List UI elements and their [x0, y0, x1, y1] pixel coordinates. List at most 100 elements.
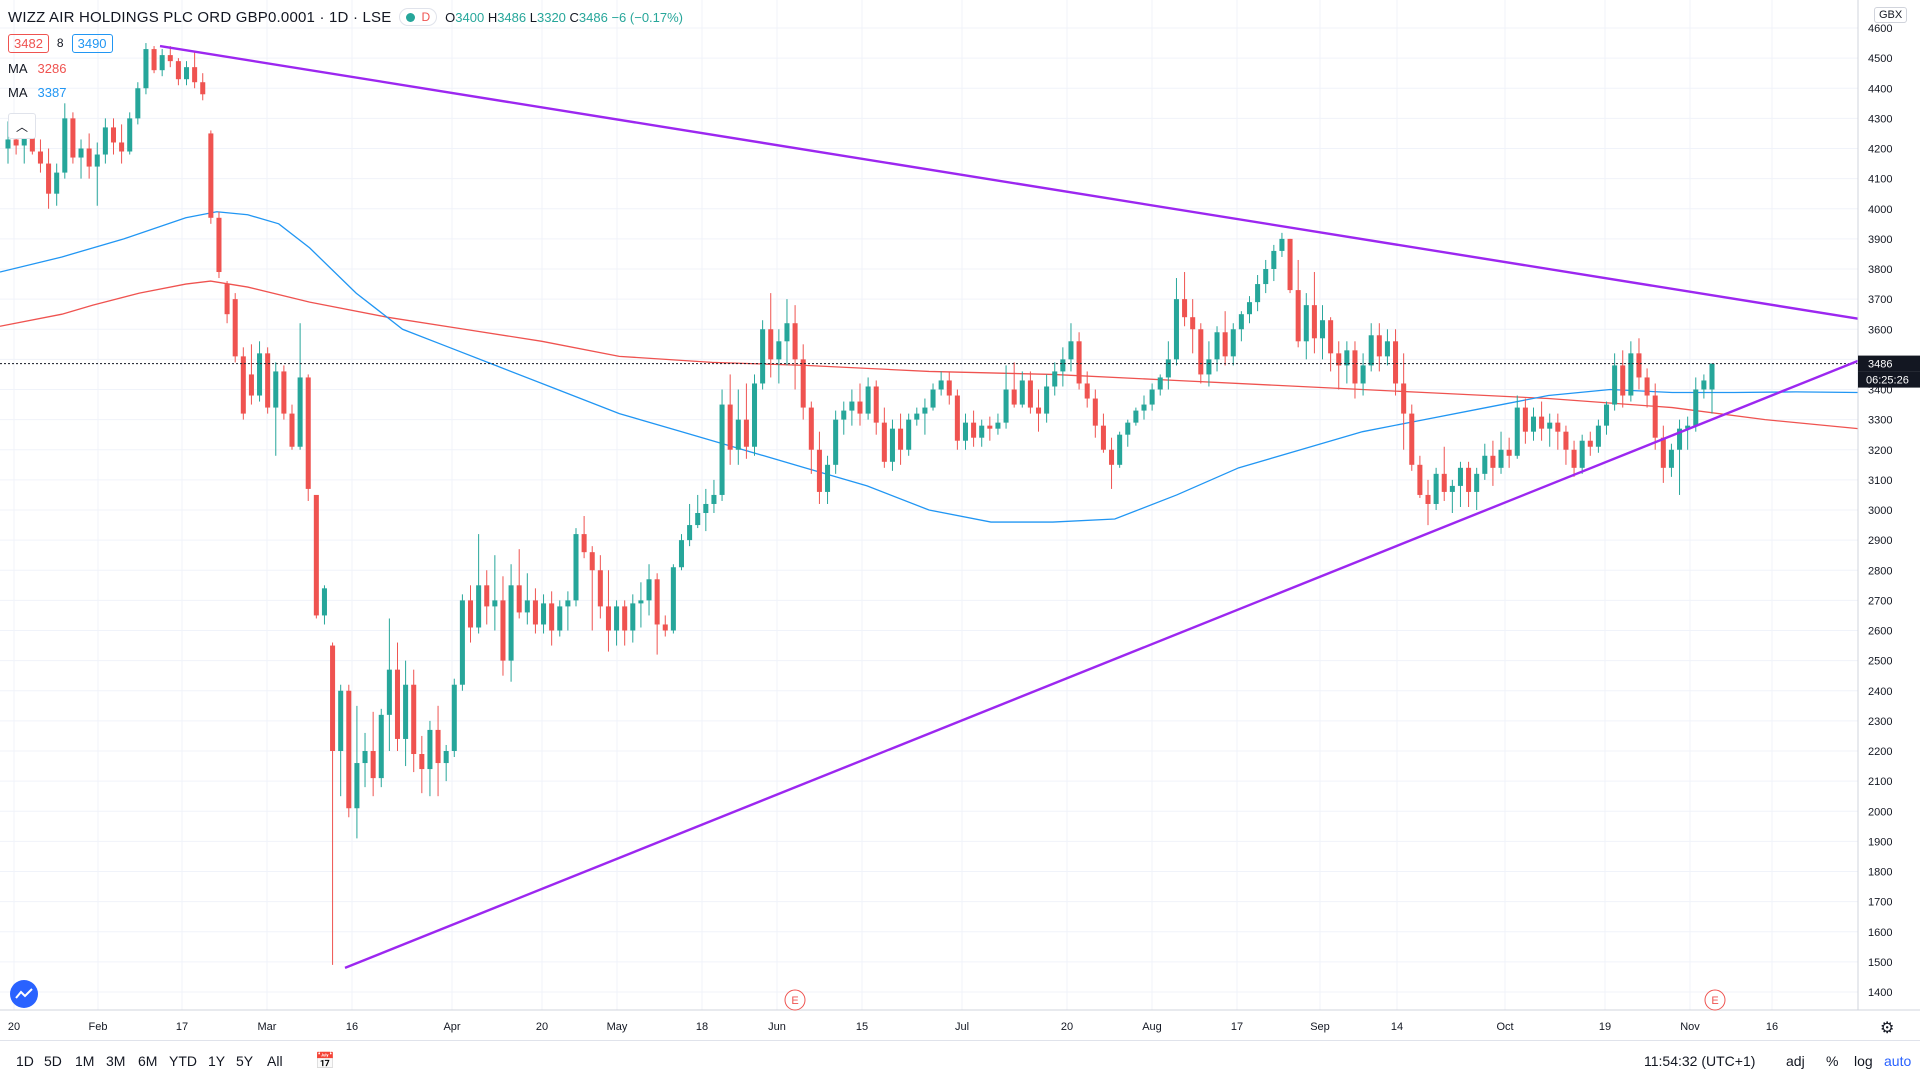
candle-body — [1109, 449, 1115, 465]
candle-body — [873, 386, 879, 423]
candle-body — [1376, 335, 1382, 357]
candle-body — [541, 603, 547, 625]
auto-toggle[interactable]: auto — [1884, 1053, 1912, 1069]
chart-legend: WIZZ AIR HOLDINGS PLC ORD GBP0.0001 · 1D… — [8, 6, 683, 104]
support-trendline — [344, 359, 1859, 970]
time-tick-label: May — [607, 1021, 628, 1033]
date-range-calendar-icon[interactable]: 📅 — [315, 1053, 335, 1070]
settings-gear-icon[interactable]: ⚙ — [1880, 1020, 1895, 1037]
candle-body — [232, 299, 238, 357]
price-tick-label: 2800 — [1868, 565, 1892, 577]
candle-body — [378, 714, 384, 779]
log-toggle[interactable]: log — [1854, 1053, 1873, 1069]
candle-body — [386, 669, 392, 715]
timeframe-5d[interactable]: 5D — [44, 1053, 62, 1069]
candle-body — [273, 371, 279, 408]
candle-body — [1701, 380, 1707, 390]
timeframe-ytd[interactable]: YTD — [169, 1053, 197, 1069]
candle-body — [630, 603, 636, 631]
price-tick-label: 4400 — [1868, 83, 1892, 95]
timeframe-1y[interactable]: 1Y — [208, 1053, 226, 1069]
moving-averages — [0, 211, 1859, 523]
candle-body — [70, 118, 76, 158]
ask-price[interactable]: 3490 — [71, 33, 113, 53]
price-tick-label: 1600 — [1868, 927, 1892, 939]
last-price-tag — [1858, 355, 1920, 372]
candle-body — [476, 585, 482, 628]
logo-icon[interactable] — [10, 980, 38, 1008]
price-tick-label: 2100 — [1868, 776, 1892, 788]
timeframe-3m[interactable]: 3M — [106, 1053, 126, 1069]
candle-body — [167, 55, 173, 62]
time-tick-label: Mar — [258, 1021, 277, 1033]
candle-body — [1660, 437, 1666, 468]
timeframe-1d[interactable]: 1D — [16, 1053, 34, 1069]
candle-body — [362, 751, 368, 764]
timeframe-all[interactable]: All — [267, 1053, 283, 1069]
candle-body — [962, 422, 969, 441]
percent-toggle[interactable]: % — [1826, 1053, 1839, 1069]
candle-body — [792, 323, 798, 360]
delay-badge: D — [421, 10, 431, 24]
candle-body — [1709, 363, 1715, 390]
adj-toggle[interactable]: adj — [1786, 1053, 1805, 1069]
trendlines[interactable] — [159, 44, 1859, 970]
price-tick-label: 4300 — [1868, 113, 1892, 125]
currency-badge[interactable]: GBX — [1874, 7, 1908, 23]
ma-fast-legend[interactable]: MA 3387 — [8, 84, 67, 100]
clock[interactable]: 11:54:32 (UTC+1) — [1644, 1053, 1756, 1069]
candle-body — [1360, 365, 1366, 384]
candle-body — [5, 139, 11, 149]
price-tick-label: 1900 — [1868, 836, 1892, 848]
time-axis[interactable]: 20 Feb 17 Mar 16 Apr 20 May 18 Jun 15 Jul 20 Aug 17 Sep… — [0, 989, 1920, 1033]
candle-body — [727, 404, 733, 450]
candle-body — [614, 606, 620, 631]
ma-slow-legend[interactable]: MA 3286 — [8, 60, 67, 76]
candle-body — [1466, 467, 1472, 492]
price-tick-label: 2500 — [1868, 656, 1892, 668]
candle-body — [321, 588, 327, 616]
candle-body — [281, 371, 287, 414]
candle-body — [1530, 416, 1537, 432]
candle-body — [1677, 428, 1683, 450]
candle-body — [484, 585, 490, 607]
time-tick-label: 14 — [1391, 1021, 1403, 1033]
candle-body — [776, 341, 782, 360]
bid-price[interactable]: 3482 — [8, 33, 49, 53]
timeframe-1m[interactable]: 1M — [75, 1053, 95, 1069]
candle-body — [459, 600, 465, 685]
collapse-legend-button[interactable]: ︿ — [8, 113, 36, 139]
candle-body — [889, 428, 895, 462]
candle-body — [1522, 407, 1528, 432]
time-tick-label: 19 — [1599, 1021, 1611, 1033]
timeframe-5y[interactable]: 5Y — [236, 1053, 254, 1069]
price-tick-label: 2000 — [1868, 806, 1892, 818]
candle-body — [1117, 434, 1123, 465]
candle-body — [1044, 386, 1050, 414]
candle-body — [1328, 320, 1334, 354]
candle-body — [1287, 238, 1293, 291]
price-tick-label: 1400 — [1868, 987, 1892, 999]
countdown-label: 06:25:26 — [1866, 375, 1909, 387]
candle-body — [1603, 404, 1610, 426]
candle-body — [678, 540, 685, 568]
market-status-pill[interactable]: D — [399, 8, 438, 26]
price-axis[interactable]: 1400 1500 1600 1700 1800 1900 2000 2100 2200 2300… — [1857, 0, 1920, 1010]
candle-body — [183, 67, 190, 80]
last-price-label: 3486 — [1868, 359, 1892, 371]
candle-body — [1563, 431, 1569, 450]
candle-body — [532, 600, 538, 625]
time-tick-label: Jun — [768, 1021, 786, 1033]
candle-body — [1433, 473, 1439, 504]
price-chart[interactable]: 1400 1500 1600 1700 1800 1900 2000 2100 2200 2300… — [0, 0, 1920, 1040]
candle-body — [443, 751, 449, 764]
candle-body — [784, 323, 790, 342]
candle-body — [29, 130, 35, 152]
symbol-title[interactable]: WIZZ AIR HOLDINGS PLC ORD GBP0.0001 · 1D… — [8, 8, 392, 26]
timeframe-6m[interactable]: 6M — [138, 1053, 158, 1069]
candle-body — [589, 552, 595, 571]
candle-body — [622, 606, 628, 631]
candle-body — [1092, 398, 1098, 426]
candle-body — [865, 386, 871, 414]
candle-body — [524, 600, 530, 613]
